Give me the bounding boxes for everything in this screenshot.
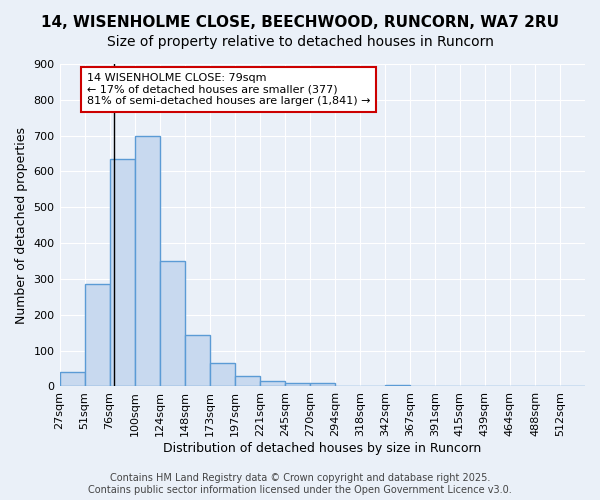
Bar: [260, 381, 285, 386]
Bar: [185, 334, 209, 386]
Bar: [285, 383, 310, 386]
X-axis label: Distribution of detached houses by size in Runcorn: Distribution of detached houses by size …: [163, 442, 481, 455]
Y-axis label: Number of detached properties: Number of detached properties: [15, 126, 28, 324]
Bar: [110, 159, 134, 386]
Bar: [209, 363, 235, 386]
Bar: [85, 284, 110, 386]
Bar: [59, 372, 85, 386]
Text: 14, WISENHOLME CLOSE, BEECHWOOD, RUNCORN, WA7 2RU: 14, WISENHOLME CLOSE, BEECHWOOD, RUNCORN…: [41, 15, 559, 30]
Bar: [310, 383, 335, 386]
Text: Contains HM Land Registry data © Crown copyright and database right 2025.
Contai: Contains HM Land Registry data © Crown c…: [88, 474, 512, 495]
Bar: [385, 384, 410, 386]
Bar: [134, 136, 160, 386]
Bar: [160, 261, 185, 386]
Text: Size of property relative to detached houses in Runcorn: Size of property relative to detached ho…: [107, 35, 493, 49]
Text: 14 WISENHOLME CLOSE: 79sqm
← 17% of detached houses are smaller (377)
81% of sem: 14 WISENHOLME CLOSE: 79sqm ← 17% of deta…: [86, 73, 370, 106]
Bar: [235, 376, 260, 386]
